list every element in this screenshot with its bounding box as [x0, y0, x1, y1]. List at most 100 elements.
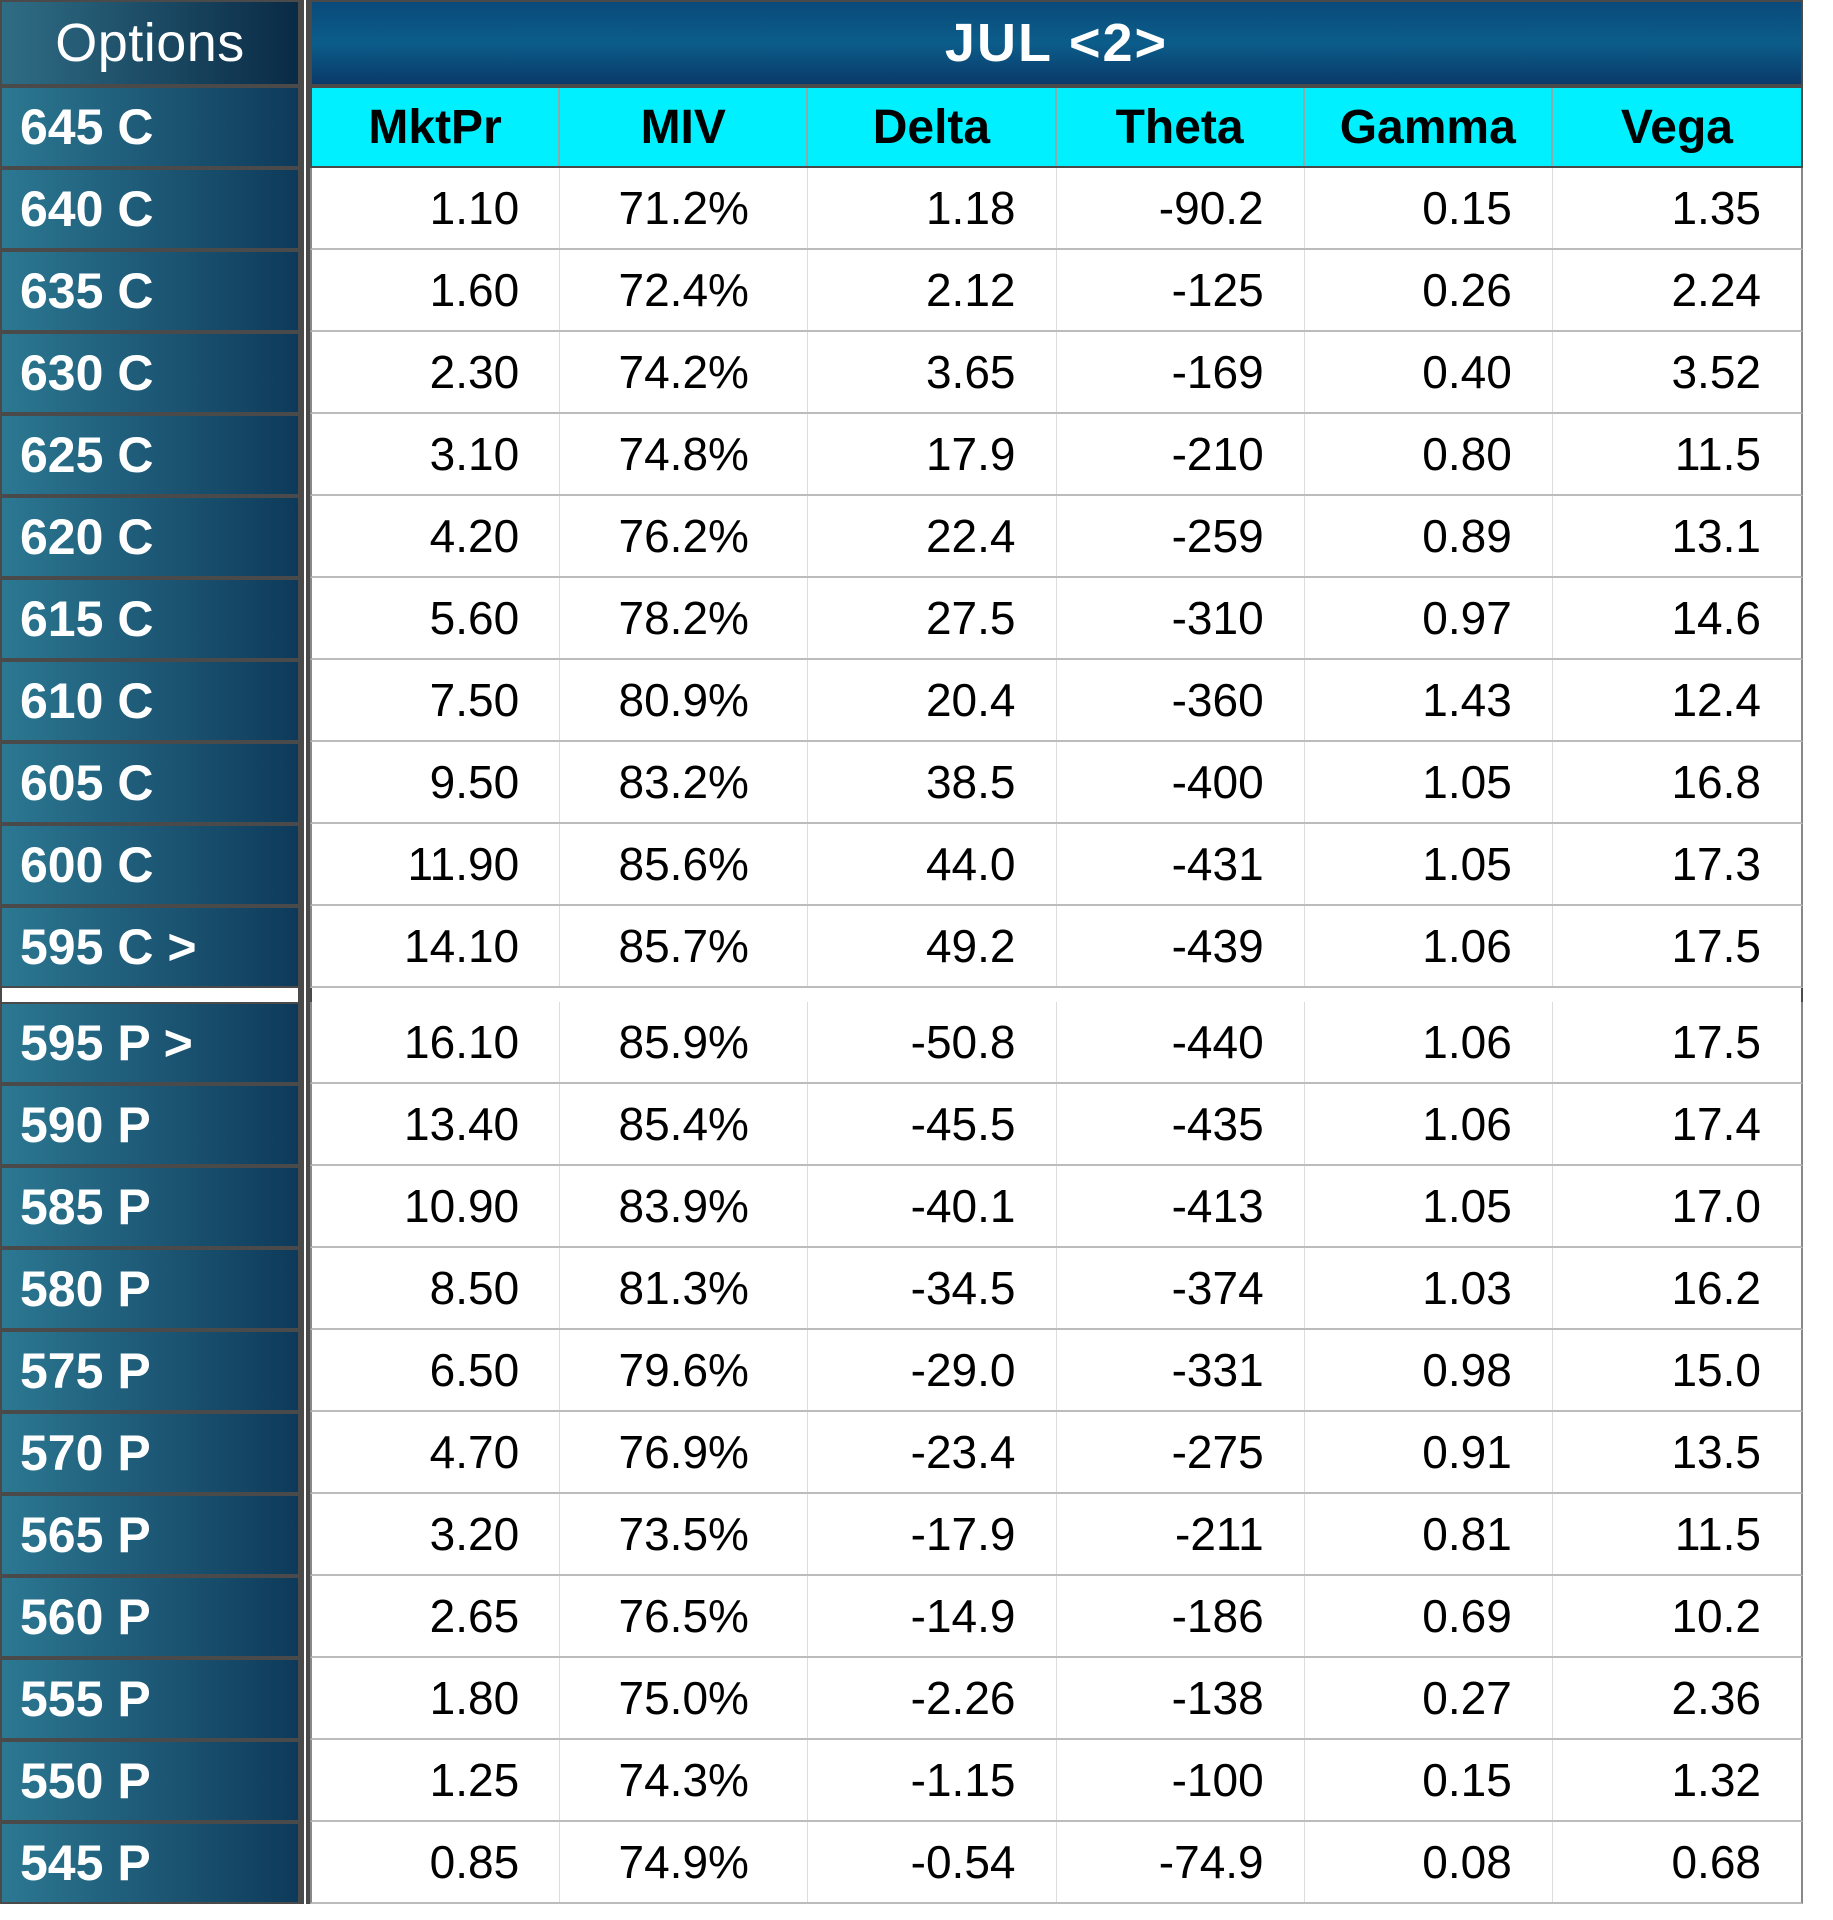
option-strike-label[interactable]: 625 C — [0, 414, 300, 496]
cell-gamma: 1.05 — [1305, 824, 1553, 904]
cell-theta: -211 — [1057, 1494, 1305, 1574]
cell-mktpr: 4.20 — [312, 496, 560, 576]
cell-theta: -331 — [1057, 1330, 1305, 1410]
table-row: 1.8075.0%-2.26-1380.272.36 — [310, 1658, 1803, 1740]
cell-vega: 17.4 — [1553, 1084, 1801, 1164]
table-row: 3.1074.8%17.9-2100.8011.5 — [310, 414, 1803, 496]
cell-gamma: 1.05 — [1305, 742, 1553, 822]
cell-mktpr: 1.80 — [312, 1658, 560, 1738]
cell-mktpr: 2.30 — [312, 332, 560, 412]
cell-delta: -23.4 — [808, 1412, 1056, 1492]
cell-delta: -2.26 — [808, 1658, 1056, 1738]
cell-delta: 22.4 — [808, 496, 1056, 576]
option-strike-label[interactable]: 550 P — [0, 1740, 300, 1822]
cell-gamma: 0.15 — [1305, 168, 1553, 248]
cell-vega: 10.2 — [1553, 1576, 1801, 1656]
option-strike-label[interactable]: 565 P — [0, 1494, 300, 1576]
option-strike-label[interactable]: 620 C — [0, 496, 300, 578]
cell-vega: 17.3 — [1553, 824, 1801, 904]
cell-theta: -186 — [1057, 1576, 1305, 1656]
month-header[interactable]: JUL <2> — [310, 0, 1803, 86]
cell-theta: -169 — [1057, 332, 1305, 412]
cell-mktpr: 8.50 — [312, 1248, 560, 1328]
cell-miv: 74.9% — [560, 1822, 808, 1902]
cell-vega: 11.5 — [1553, 1494, 1801, 1574]
cell-miv: 71.2% — [560, 168, 808, 248]
column-header-gamma[interactable]: Gamma — [1305, 88, 1553, 166]
cell-mktpr: 1.60 — [312, 250, 560, 330]
cell-mktpr: 13.40 — [312, 1084, 560, 1164]
option-strike-label[interactable]: 595 P > — [0, 1002, 300, 1084]
cell-mktpr: 0.85 — [312, 1822, 560, 1902]
option-strike-label[interactable]: 560 P — [0, 1576, 300, 1658]
cell-gamma: 1.06 — [1305, 1084, 1553, 1164]
cell-delta: 27.5 — [808, 578, 1056, 658]
cell-gamma: 0.15 — [1305, 1740, 1553, 1820]
cell-vega: 17.5 — [1553, 906, 1801, 986]
cell-delta: 44.0 — [808, 824, 1056, 904]
cell-miv: 74.2% — [560, 332, 808, 412]
cell-gamma: 0.08 — [1305, 1822, 1553, 1902]
option-strike-label[interactable]: 605 C — [0, 742, 300, 824]
cell-vega: 17.5 — [1553, 1002, 1801, 1082]
column-header-miv[interactable]: MIV — [560, 88, 808, 166]
cell-mktpr: 4.70 — [312, 1412, 560, 1492]
option-strike-label[interactable]: 590 P — [0, 1084, 300, 1166]
cell-delta: -45.5 — [808, 1084, 1056, 1164]
table-row: 16.1085.9%-50.8-4401.0617.5 — [310, 1002, 1803, 1084]
cell-gamma: 0.80 — [1305, 414, 1553, 494]
cell-delta: 38.5 — [808, 742, 1056, 822]
column-header-vega[interactable]: Vega — [1553, 88, 1801, 166]
cell-theta: -431 — [1057, 824, 1305, 904]
cell-gamma: 1.06 — [1305, 906, 1553, 986]
column-header-mktpr[interactable]: MktPr — [312, 88, 560, 166]
cell-mktpr: 10.90 — [312, 1166, 560, 1246]
table-row: 1.6072.4%2.12-1250.262.24 — [310, 250, 1803, 332]
option-strike-label[interactable]: 635 C — [0, 250, 300, 332]
cell-delta: 20.4 — [808, 660, 1056, 740]
option-strike-label[interactable]: 610 C — [0, 660, 300, 742]
section-divider-right — [310, 988, 1803, 1002]
cell-miv: 73.5% — [560, 1494, 808, 1574]
cell-vega: 12.4 — [1553, 660, 1801, 740]
option-strike-label[interactable]: 595 C > — [0, 906, 300, 988]
cell-theta: -413 — [1057, 1166, 1305, 1246]
cell-vega: 1.35 — [1553, 168, 1801, 248]
cell-vega: 2.36 — [1553, 1658, 1801, 1738]
cell-miv: 76.2% — [560, 496, 808, 576]
cell-mktpr: 5.60 — [312, 578, 560, 658]
option-strike-label[interactable]: 570 P — [0, 1412, 300, 1494]
cell-theta: -275 — [1057, 1412, 1305, 1492]
cell-delta: 2.12 — [808, 250, 1056, 330]
cell-theta: -74.9 — [1057, 1822, 1305, 1902]
cell-theta: -440 — [1057, 1002, 1305, 1082]
cell-mktpr: 3.10 — [312, 414, 560, 494]
cell-gamma: 0.91 — [1305, 1412, 1553, 1492]
column-header-delta[interactable]: Delta — [808, 88, 1056, 166]
option-strike-label[interactable]: 630 C — [0, 332, 300, 414]
cell-miv: 76.5% — [560, 1576, 808, 1656]
option-strike-label[interactable]: 615 C — [0, 578, 300, 660]
option-strike-label[interactable]: 645 C — [0, 86, 300, 168]
option-strike-label[interactable]: 575 P — [0, 1330, 300, 1412]
cell-delta: 3.65 — [808, 332, 1056, 412]
cell-miv: 75.0% — [560, 1658, 808, 1738]
cell-theta: -90.2 — [1057, 168, 1305, 248]
cell-gamma: 0.26 — [1305, 250, 1553, 330]
cell-miv: 81.3% — [560, 1248, 808, 1328]
option-strike-label[interactable]: 640 C — [0, 168, 300, 250]
cell-delta: 1.18 — [808, 168, 1056, 248]
cell-theta: -259 — [1057, 496, 1305, 576]
cell-mktpr: 14.10 — [312, 906, 560, 986]
column-separator — [300, 0, 310, 1904]
option-strike-label[interactable]: 580 P — [0, 1248, 300, 1330]
option-strike-label[interactable]: 585 P — [0, 1166, 300, 1248]
cell-vega: 11.5 — [1553, 414, 1801, 494]
cell-delta: -34.5 — [808, 1248, 1056, 1328]
column-header-theta[interactable]: Theta — [1057, 88, 1305, 166]
cell-theta: -125 — [1057, 250, 1305, 330]
option-strike-label[interactable]: 545 P — [0, 1822, 300, 1904]
cell-theta: -360 — [1057, 660, 1305, 740]
option-strike-label[interactable]: 600 C — [0, 824, 300, 906]
option-strike-label[interactable]: 555 P — [0, 1658, 300, 1740]
